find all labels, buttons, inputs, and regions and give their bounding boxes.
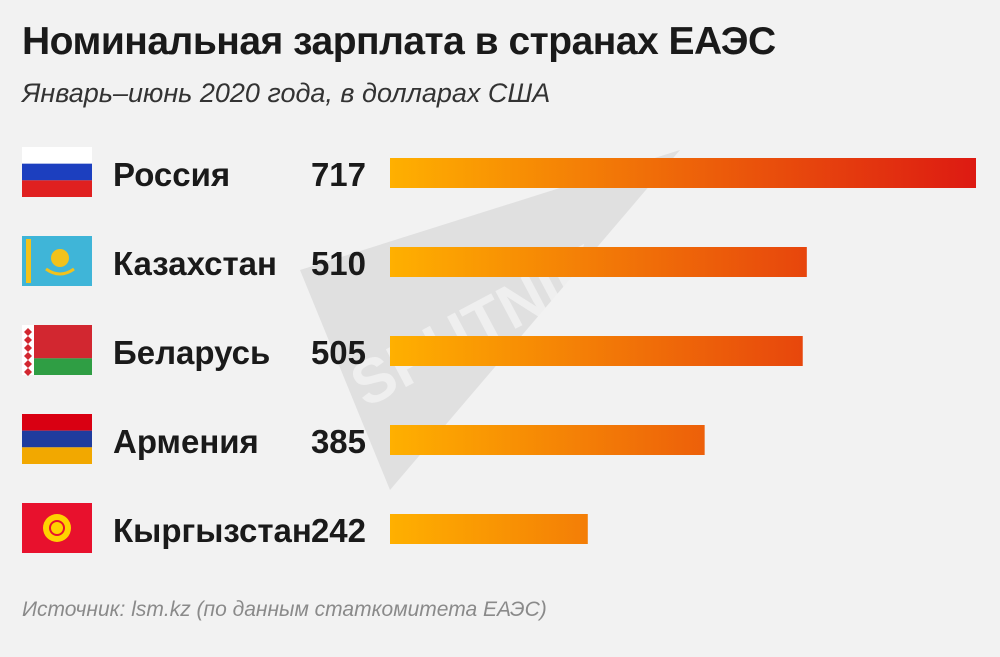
data-label: 510: [311, 245, 366, 282]
kazakhstan-flag-icon: [22, 236, 92, 286]
kyrgyzstan-flag-icon: [22, 503, 92, 553]
category-label: Беларусь: [113, 334, 270, 371]
bar: [390, 425, 705, 455]
data-label: 242: [311, 512, 366, 549]
data-label: 385: [311, 423, 366, 460]
russia-flag-icon: [22, 147, 92, 197]
page-title: Номинальная зарплата в странах ЕАЭС: [22, 20, 776, 63]
bar: [390, 158, 976, 188]
category-label: Армения: [113, 423, 259, 460]
category-label: Казахстан: [113, 245, 277, 282]
belarus-flag-icon: [22, 325, 92, 376]
page-subtitle: Январь–июнь 2020 года, в долларах США: [22, 78, 551, 108]
category-label: Кыргызстан: [113, 512, 312, 549]
data-label: 717: [311, 156, 366, 193]
bar: [390, 336, 803, 366]
bar: [390, 514, 588, 544]
category-label: Россия: [113, 156, 230, 193]
armenia-flag-icon: [22, 414, 92, 464]
data-label: 505: [311, 334, 366, 371]
bar: [390, 247, 807, 277]
source-note: Источник: lsm.kz (по данным статкомитета…: [22, 598, 547, 621]
